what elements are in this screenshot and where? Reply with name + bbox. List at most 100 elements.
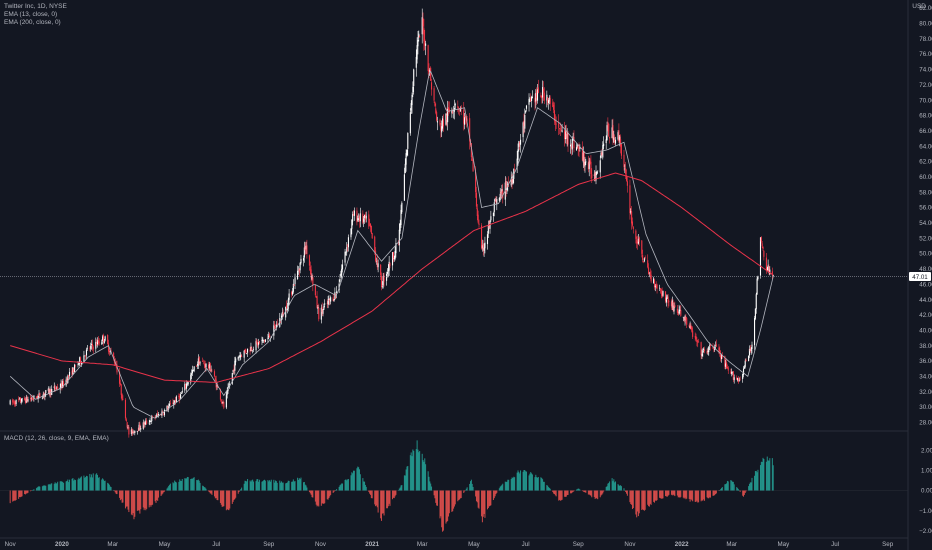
macd-bar bbox=[436, 490, 438, 506]
candle-body bbox=[128, 426, 130, 435]
candle-body bbox=[35, 396, 38, 399]
candle bbox=[97, 335, 99, 346]
candle-body bbox=[411, 94, 413, 106]
macd-bar bbox=[121, 490, 123, 503]
macd-bar bbox=[670, 490, 672, 495]
time-tick-label: Mar bbox=[726, 541, 737, 548]
macd-bar bbox=[54, 482, 56, 491]
macd-bar bbox=[772, 465, 774, 491]
macd-bar bbox=[528, 475, 530, 491]
candle bbox=[175, 395, 177, 403]
candle-body bbox=[547, 100, 550, 104]
candle bbox=[696, 337, 698, 347]
candle bbox=[536, 84, 539, 104]
ema200-legend[interactable]: EMA (200, close, 0) bbox=[4, 19, 61, 26]
macd-bar bbox=[280, 481, 282, 491]
candle bbox=[499, 188, 501, 202]
candle bbox=[199, 360, 201, 366]
macd-bar bbox=[24, 490, 26, 495]
candle-body bbox=[363, 218, 365, 222]
candle-body bbox=[404, 163, 406, 174]
macd-bar bbox=[382, 490, 384, 514]
candle bbox=[316, 291, 318, 309]
candle bbox=[37, 395, 39, 403]
macd-bar bbox=[24, 490, 26, 495]
macd-legend[interactable]: MACD (12, 26, close, 9, EMA, EMA) bbox=[4, 435, 109, 442]
macd-bar bbox=[620, 486, 622, 491]
candle bbox=[345, 251, 347, 256]
candle-body bbox=[57, 386, 59, 389]
ema13-legend[interactable]: EMA (13, close, 0) bbox=[4, 11, 58, 18]
macd-bar bbox=[92, 473, 94, 491]
macd-bar bbox=[169, 484, 171, 491]
candle bbox=[80, 360, 82, 367]
candle-body bbox=[445, 113, 447, 125]
price-axis[interactable]: 28.0030.0032.0034.0036.0038.0040.0042.00… bbox=[909, 5, 932, 535]
candle-body bbox=[286, 305, 288, 311]
time-axis[interactable]: Nov 2020 Mar May Jul Sep Nov 2021 Mar May Jul Sep No… bbox=[5, 541, 894, 548]
macd-bar bbox=[49, 484, 51, 491]
candle bbox=[732, 371, 734, 383]
candle bbox=[261, 336, 263, 346]
candle bbox=[38, 390, 40, 399]
candle bbox=[407, 132, 409, 157]
candle-body bbox=[692, 330, 694, 337]
candle bbox=[134, 430, 136, 436]
candle bbox=[707, 347, 709, 355]
macd-bar bbox=[732, 481, 734, 491]
macd-bar bbox=[465, 488, 467, 491]
candle bbox=[659, 284, 661, 292]
candle-body bbox=[208, 363, 210, 369]
candle-body bbox=[263, 340, 266, 342]
candle-body bbox=[244, 349, 246, 352]
macd-bar bbox=[724, 484, 726, 491]
candle-body bbox=[185, 384, 187, 388]
macd-bar bbox=[286, 483, 288, 491]
price-tick-label: 36.00 bbox=[919, 358, 932, 365]
candle bbox=[297, 265, 299, 280]
candle-body bbox=[306, 245, 308, 255]
macd-bar bbox=[766, 456, 768, 491]
candle bbox=[694, 332, 696, 341]
candle-body bbox=[613, 137, 615, 143]
candle bbox=[442, 114, 444, 132]
macd-bar bbox=[304, 484, 306, 491]
macd-bar bbox=[74, 479, 76, 491]
candle-body bbox=[682, 316, 684, 318]
candle bbox=[190, 372, 192, 385]
price-tick-label: 82.00 bbox=[919, 5, 932, 12]
candle bbox=[451, 107, 453, 118]
macd-bar bbox=[89, 473, 91, 491]
macd-bar bbox=[131, 490, 133, 516]
candle-body bbox=[647, 260, 649, 268]
candle bbox=[689, 321, 691, 329]
candle-body bbox=[488, 224, 490, 228]
macd-bar bbox=[13, 490, 15, 501]
macd-bar bbox=[517, 470, 519, 491]
candle bbox=[744, 358, 746, 369]
candle-body bbox=[346, 247, 348, 253]
candle-body bbox=[482, 243, 484, 251]
time-tick-label: 2020 bbox=[55, 541, 69, 548]
macd-bar bbox=[683, 490, 685, 499]
candle-body bbox=[120, 384, 122, 395]
candle-body bbox=[593, 174, 595, 176]
candle bbox=[244, 348, 246, 354]
macd-bar bbox=[221, 490, 223, 507]
macd-bar bbox=[486, 490, 488, 510]
candle bbox=[680, 304, 682, 317]
candle-body bbox=[380, 275, 383, 288]
candle-body bbox=[403, 174, 405, 201]
price-tick-label: 70.00 bbox=[919, 97, 932, 104]
candle bbox=[291, 290, 293, 298]
symbol-title[interactable]: Twitter Inc, 1D, NYSE bbox=[4, 3, 67, 10]
macd-bar bbox=[193, 477, 195, 491]
candle-body bbox=[199, 362, 201, 364]
candle bbox=[249, 346, 251, 355]
candle-body bbox=[249, 349, 251, 352]
macd-bar bbox=[431, 486, 433, 491]
candle-body bbox=[492, 212, 494, 217]
candle bbox=[74, 364, 77, 368]
candle bbox=[192, 369, 194, 372]
macd-bar bbox=[274, 482, 276, 491]
